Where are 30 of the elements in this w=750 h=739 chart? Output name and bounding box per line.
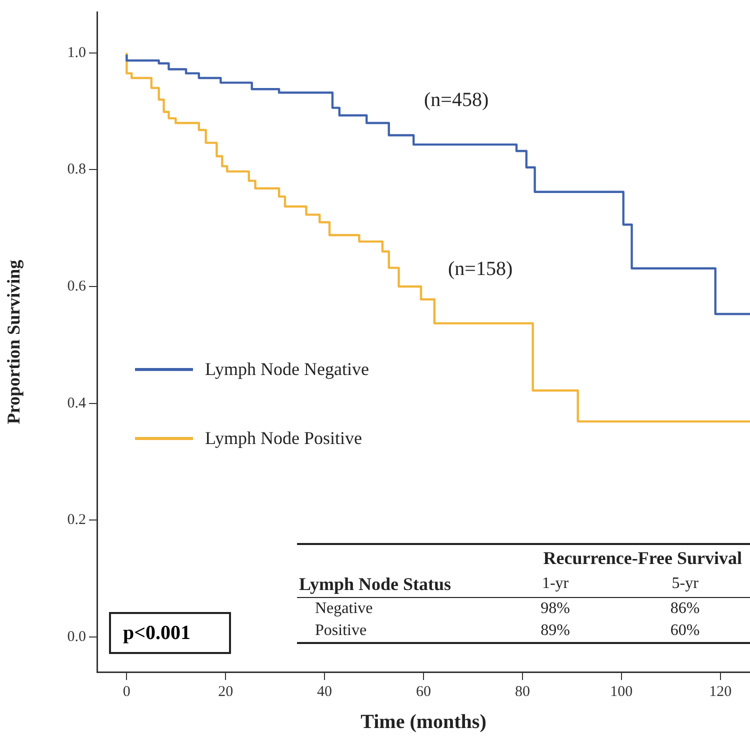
x-tick-label: 80: [514, 684, 530, 700]
annotation: 1-yr: [490, 571, 620, 598]
p-value-box: p<0.001: [109, 612, 231, 654]
x-tick-label: 20: [218, 684, 234, 700]
annotation: Negative: [314, 599, 374, 619]
y-tick-label: 0.4: [67, 395, 86, 412]
y-tick-label: 0.6: [67, 278, 86, 294]
x-tick-label: 100: [610, 684, 633, 700]
annotation: 5-yr: [620, 571, 750, 598]
y-tick-label: 0.2: [67, 512, 86, 528]
legend-label: Lymph Node Negative: [205, 358, 369, 380]
x-tick-label: 60: [416, 684, 431, 700]
annotation: Lymph Node Status: [297, 571, 490, 598]
y-tick-label: 1.0: [67, 44, 86, 61]
x-tick-label: 120: [709, 684, 732, 700]
annotation: Positive: [314, 621, 368, 641]
x-tick-label: 0: [122, 684, 130, 700]
annotation: Recurrence-Free Survival: [542, 546, 743, 570]
legend-label: Lymph Node Positive: [205, 428, 362, 448]
x-tick-label: 40: [317, 684, 332, 700]
annotation: 98%: [540, 599, 571, 619]
annotation: (n=158): [448, 258, 513, 281]
annotation: 89%: [540, 621, 571, 641]
y-tick-label: 0.8: [67, 162, 86, 178]
annotation: 60%: [669, 621, 701, 641]
y-axis-title: Proportion Surviving: [3, 260, 24, 424]
annotation: 86%: [669, 599, 701, 619]
annotation: (n=458): [424, 89, 489, 112]
x-axis-title: Time (months): [360, 711, 486, 734]
y-tick-label: 0.0: [67, 628, 86, 645]
